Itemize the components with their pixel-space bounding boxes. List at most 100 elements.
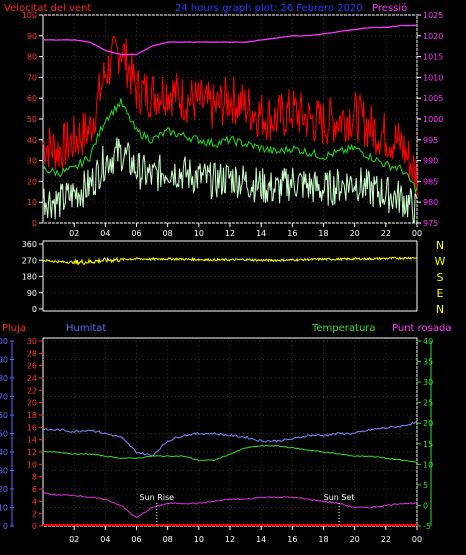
humidity-axis-label: 40 <box>0 448 8 457</box>
pressure-axis-label: 990 <box>423 157 438 166</box>
wind-speed-title: Velocitat del vent <box>4 3 91 14</box>
temp-time-label: 20 <box>350 535 360 544</box>
wind-axis-label: 0 <box>32 219 37 228</box>
wind-time-label: 20 <box>350 229 360 238</box>
wind-axis-label: 70 <box>27 73 37 82</box>
wind-axis-label: 90 <box>27 32 37 41</box>
humidity-axis-label: 60 <box>0 411 8 420</box>
wind-time-label: 22 <box>381 229 391 238</box>
wind-axis-label: 20 <box>27 177 37 186</box>
humidity-line <box>42 420 418 457</box>
wind-avg-line <box>42 98 418 194</box>
pressure-axis-label: 980 <box>423 198 438 207</box>
humidity-axis-label: 100 <box>0 337 8 346</box>
temp-time-label: 08 <box>163 535 173 544</box>
graph-title: 24 hours graph plot: 26 Febrero 2020 <box>175 3 363 14</box>
temp-time-label: 04 <box>100 535 110 544</box>
humidity-axis-label: 10 <box>0 504 8 513</box>
temperature-axis-label: 40 <box>423 337 433 346</box>
pressure-axis: 975 980 985 990 995 1000 1005 1010 1015 1020 1025 <box>417 11 443 228</box>
temperature-line <box>42 444 418 464</box>
wind-min-line <box>42 137 418 224</box>
temp-time-label: 12 <box>225 535 235 544</box>
pressure-axis-label: 1020 <box>423 32 443 41</box>
wind-time-axis: 02 04 06 08 10 12 14 16 18 20 22 00 <box>69 223 422 238</box>
wind-axis-label: 30 <box>27 157 37 166</box>
sunset-label: Sun Set <box>324 493 355 502</box>
temperature-axis-label: 20 <box>423 419 433 428</box>
direction-axis-label: 360 <box>22 240 37 249</box>
wind-time-label: 00 <box>412 229 422 238</box>
wind-direction-line <box>42 256 418 265</box>
compass-label-w: W <box>435 255 446 268</box>
compass-label-e: E <box>437 287 444 300</box>
wind-axis-label: 40 <box>27 136 37 145</box>
pressure-axis-label: 975 <box>423 219 438 228</box>
pressure-axis-label: 985 <box>423 177 438 186</box>
temperature-axis-label: 25 <box>423 399 433 408</box>
direction-axis-label: 90 <box>27 289 37 298</box>
compass-label-s: S <box>437 271 444 284</box>
humidity-axis-label: 90 <box>0 356 8 365</box>
wind-series <box>42 24 418 224</box>
rain-axis-label: 4 <box>32 497 37 506</box>
temp-series <box>42 420 418 526</box>
dewpoint-legend: Punt rosada <box>392 323 451 334</box>
wind-time-label: 04 <box>100 229 110 238</box>
pressure-axis-label: 1005 <box>423 94 443 103</box>
rain-axis-label: 10 <box>27 460 37 469</box>
temp-time-label: 18 <box>318 535 328 544</box>
temperature-legend: Temperatura <box>311 323 376 334</box>
rain-axis-label: 12 <box>27 448 37 457</box>
compass-label-n: N <box>436 239 444 252</box>
wind-axis-label: 60 <box>27 94 37 103</box>
wind-axis-label: 80 <box>27 53 37 62</box>
pressure-axis-label: 995 <box>423 136 438 145</box>
humidity-axis-label: 0 <box>3 522 8 531</box>
humidity-axis-label: 70 <box>0 393 8 402</box>
rain-axis-label: 0 <box>32 522 37 531</box>
temperature-axis: -5 0 5 10 15 20 25 30 35 40 <box>417 337 433 531</box>
humidity-axis-label: 20 <box>0 485 8 494</box>
rain-legend: Pluja <box>2 323 26 334</box>
humidity-axis-label: 30 <box>0 467 8 476</box>
dewpoint-line <box>42 492 418 519</box>
temp-time-label: 06 <box>131 535 141 544</box>
temperature-axis-label: 10 <box>423 460 433 469</box>
rain-axis-label: 22 <box>27 386 37 395</box>
temperature-axis-label: 35 <box>423 358 433 367</box>
temp-time-label: 14 <box>256 535 266 544</box>
rain-axis-label: 16 <box>27 423 37 432</box>
wind-time-label: 10 <box>194 229 204 238</box>
pressure-axis-label: 1025 <box>423 11 443 20</box>
humidity-axis: 0 10 20 30 40 50 60 70 80 90 100 <box>0 337 14 531</box>
temperature-axis-label: 30 <box>423 378 433 387</box>
sunrise-label: Sun Rise <box>139 493 174 502</box>
humidity-axis-label: 80 <box>0 374 8 383</box>
temperature-axis-label: 5 <box>423 481 428 490</box>
rain-axis-label: 24 <box>27 374 37 383</box>
rain-axis-label: 30 <box>27 337 37 346</box>
rain-axis-label: 28 <box>27 349 37 358</box>
wind-time-label: 18 <box>318 229 328 238</box>
temp-time-label: 02 <box>69 535 79 544</box>
rain-axis-label: 6 <box>32 485 37 494</box>
pressure-axis-label: 1000 <box>423 115 443 124</box>
direction-axis-label: 270 <box>22 256 37 265</box>
rain-axis-label: 20 <box>27 399 37 408</box>
temperature-axis-label: 15 <box>423 440 433 449</box>
pressure-line <box>42 24 418 56</box>
wind-time-label: 08 <box>163 229 173 238</box>
direction-axis-label: 0 <box>32 305 37 314</box>
temp-time-label: 10 <box>194 535 204 544</box>
rain-axis-label: 2 <box>32 510 37 519</box>
wind-time-label: 06 <box>131 229 141 238</box>
wind-time-label: 14 <box>256 229 266 238</box>
sun-annotations: Sun Rise Sun Set <box>139 493 355 526</box>
rain-axis-label: 8 <box>32 473 37 482</box>
